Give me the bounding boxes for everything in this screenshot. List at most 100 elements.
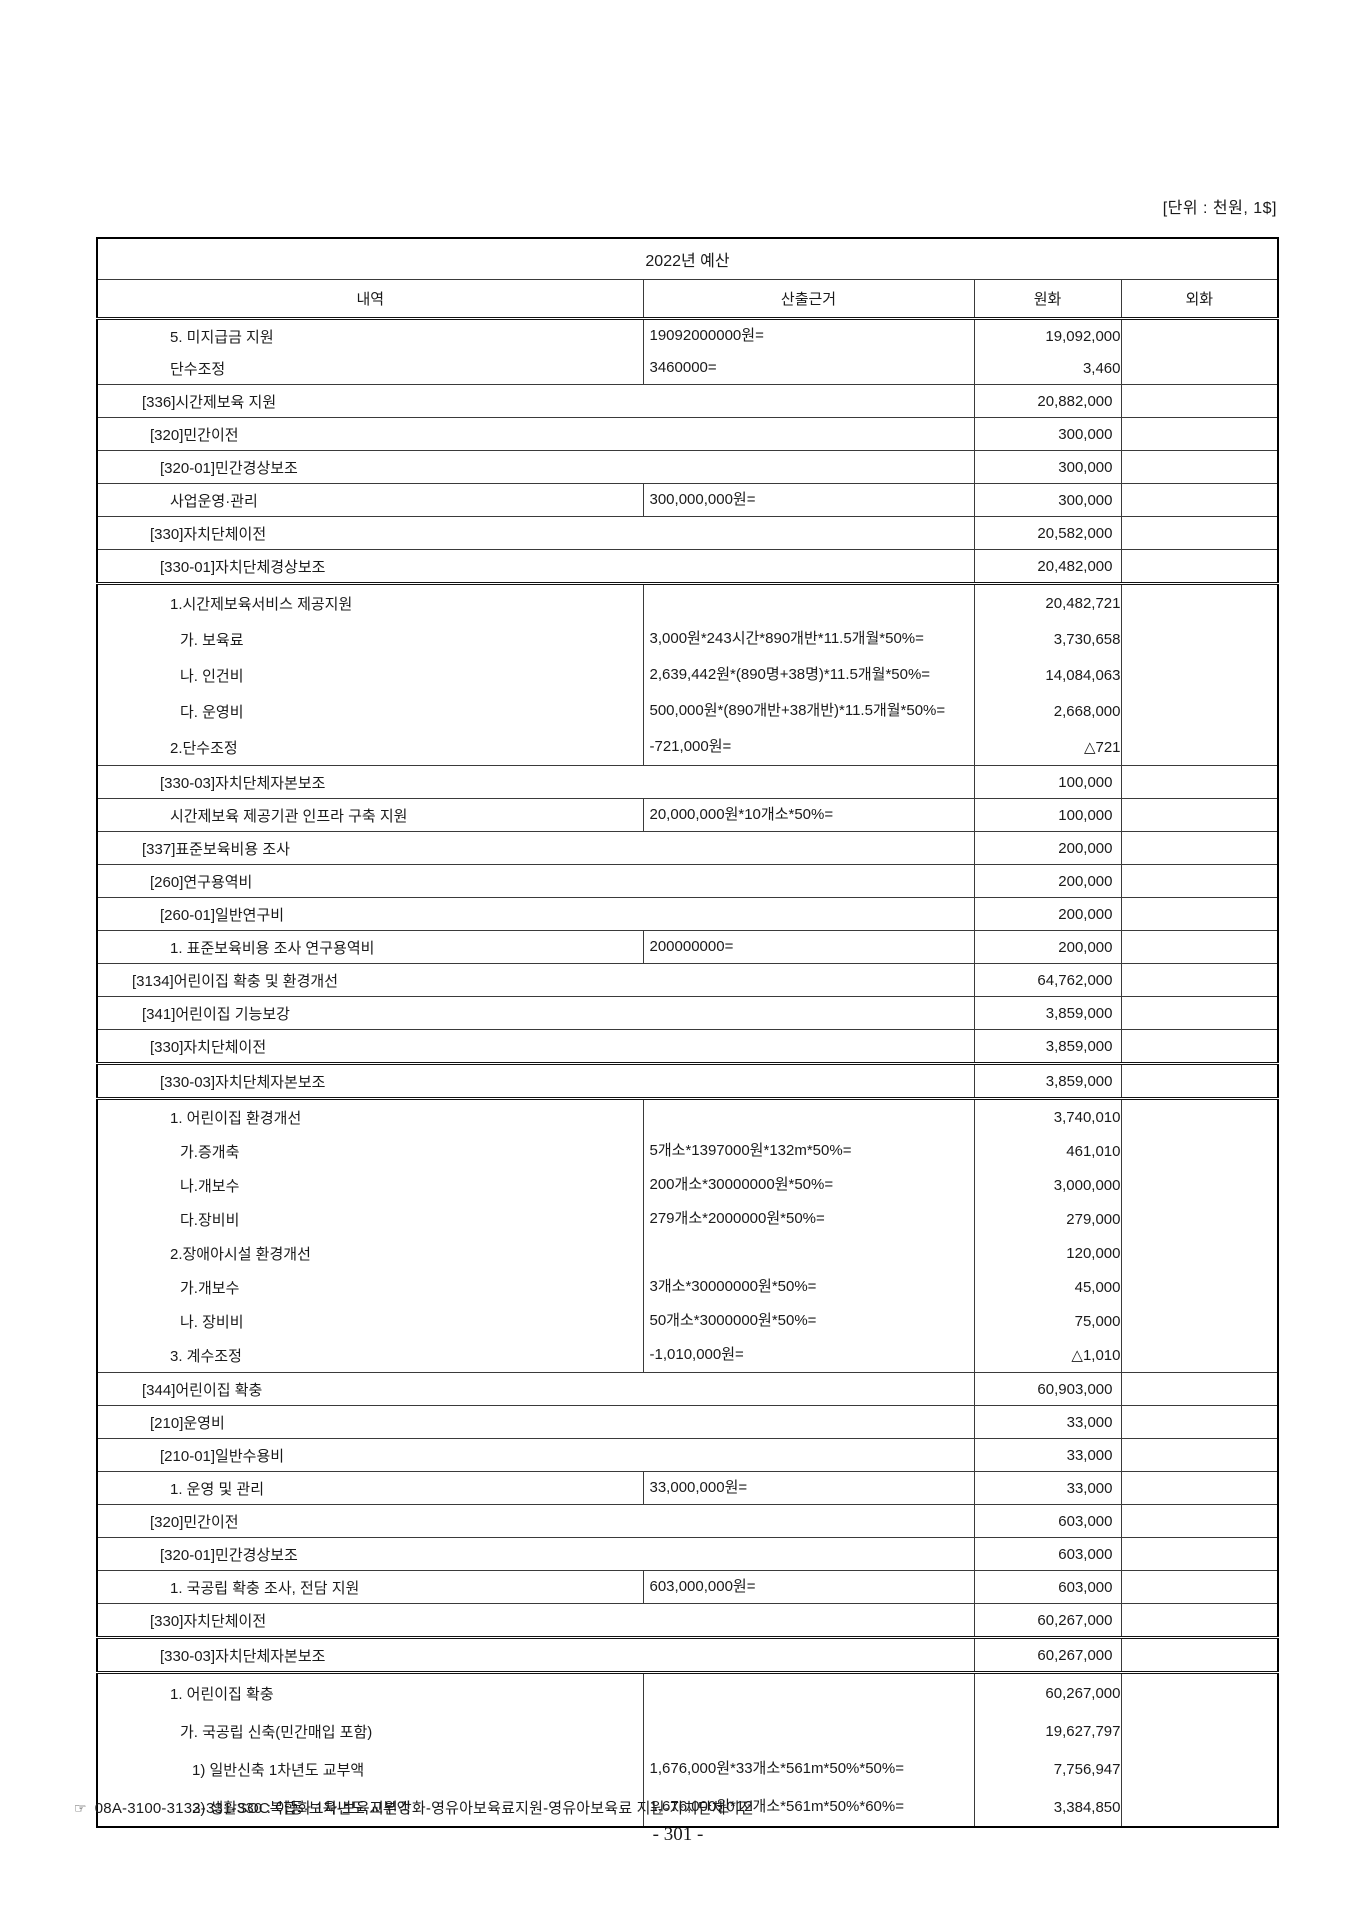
detail-cell: [330-03]자치단체자본보조 [96, 1636, 975, 1673]
table-row: [320]민간이전 603,000 [96, 1504, 1279, 1538]
item-label: 가. 보육료 [180, 631, 244, 649]
col-header-detail: 내역 [96, 279, 644, 320]
calc-basis-cell: 5개소*1397000원*132m*50%= 200개소*30000000원*50… [642, 1097, 975, 1373]
col-header-foreign-currency: 외화 [1120, 279, 1279, 320]
pointing-hand-icon: ☞ [74, 1800, 87, 1816]
calc-basis-cell: 33,000,000원= [642, 1471, 975, 1505]
item-label: 가.개보수 [180, 1279, 240, 1297]
table-row: [330]자치단체이전 3,859,000 [96, 1029, 1279, 1064]
krw-cell: 20,882,000 [973, 384, 1122, 418]
foreign-currency-cell [1120, 483, 1279, 517]
krw-amount: 19,092,000 [1045, 327, 1121, 345]
detail-cell: [330]자치단체이전 [96, 1603, 975, 1638]
calc-basis-cell: 20,000,000원*10개소*50%= [642, 798, 975, 832]
krw-cell: 3,740,010 461,010 3,000,000 279,000 120,000 4… [973, 1097, 1122, 1373]
calc-basis: 300,000,000원= [649, 491, 756, 509]
item-label: 나. 인건비 [180, 667, 244, 685]
krw-amount: 300,000 [1058, 425, 1113, 443]
table-row: [330-03]자치단체자본보조 100,000 [96, 765, 1279, 799]
item-label: [320-01]민간경상보조 [160, 1546, 298, 1564]
table-header-row: 내역 산출근거 원화 외화 [96, 279, 1279, 320]
krw-cell: 60,267,000 [973, 1636, 1122, 1673]
foreign-currency-cell [1120, 963, 1279, 997]
calc-basis: 50개소*3000000원*50%= [649, 1312, 817, 1330]
item-label: 가.증개축 [180, 1143, 240, 1161]
table-row: [344]어린이집 확충 60,903,000 [96, 1372, 1279, 1406]
krw-amount: △1,010 [1071, 1347, 1121, 1364]
foreign-currency-cell [1120, 582, 1279, 766]
table-row: [330]자치단체이전 60,267,000 [96, 1603, 1279, 1638]
item-label: 3. 계수조정 [170, 1347, 242, 1365]
krw-lines: 20,482,721 3,730,658 14,084,063 2,668,000 △7… [975, 587, 1121, 765]
calc-basis [644, 587, 973, 622]
unit-label: [단위 : 천원, 1$] [1162, 200, 1277, 217]
detail-cell: [320-01]민간경상보조 [96, 1537, 975, 1571]
krw-lines: 3,740,010 461,010 3,000,000 279,000 120,000 4… [975, 1102, 1121, 1372]
item-label: 나. 장비비 [180, 1313, 244, 1331]
table-row: 1. 어린이집 환경개선 가.증개축 나.개보수 다.장비비 2.장애아시설 환경개선 가… [96, 1097, 1279, 1373]
item-label: [320]민간이전 [150, 426, 239, 444]
krw-amount: 60,903,000 [1037, 1380, 1113, 1398]
calc-basis: 200개소*30000000원*50%= [649, 1176, 834, 1194]
krw-cell: 33,000 [973, 1405, 1122, 1439]
detail-lines: 1. 어린이집 확충 가. 국공립 신축(민간매입 포함) 1) 일반신축 1차년도… [98, 1675, 642, 1826]
krw-amount: 2,668,000 [1053, 702, 1121, 720]
item-label: [330-01]자치단체경상보조 [160, 558, 326, 576]
krw-amount: 3,384,850 [1053, 1798, 1121, 1816]
footnote: ☞ 08A-3100-3133-331-330 : 아동·보육-보육지원강화-영유… [74, 1797, 754, 1818]
krw-amount: 100,000 [1058, 806, 1113, 824]
foreign-currency-cell [1120, 864, 1279, 898]
krw-amount: 603,000 [1058, 1512, 1113, 1530]
detail-cell: 시간제보육 제공기관 인프라 구축 지원 [96, 798, 644, 832]
calc-basis-cell: 603,000,000원= [642, 1570, 975, 1604]
krw-amount: 100,000 [1058, 773, 1113, 791]
foreign-currency-cell [1120, 384, 1279, 418]
detail-lines: 1.시간제보육서비스 제공지원 가. 보육료 나. 인건비 다. 운영비 2.단수조정 [98, 587, 642, 765]
detail-cell: [330]자치단체이전 [96, 516, 975, 550]
item-label: 2) 생활SOC복합화 1차년도 교부액 [192, 1799, 411, 1817]
detail-cell: [330]자치단체이전 [96, 1029, 975, 1064]
item-label: [336]시간제보육 지원 [142, 393, 277, 411]
calc-basis [644, 1236, 973, 1270]
krw-cell: 33,000 [973, 1471, 1122, 1505]
calc-basis-cell: 200000000= [642, 930, 975, 964]
calc-basis: 1,676,000원*12개소*561m*50%*60%= [649, 1798, 905, 1816]
table-row: 1.시간제보육서비스 제공지원 가. 보육료 나. 인건비 다. 운영비 2.단수조정 3… [96, 582, 1279, 766]
krw-cell: 3,859,000 [973, 1029, 1122, 1064]
table-row: [330-03]자치단체자본보조 3,859,000 [96, 1062, 1279, 1099]
calc-basis: 3460000= [649, 359, 717, 377]
detail-cell: [320]민간이전 [96, 1504, 975, 1538]
detail-cell: [330-03]자치단체자본보조 [96, 765, 975, 799]
item-label: 다.장비비 [180, 1211, 240, 1229]
foreign-currency-cell [1120, 765, 1279, 799]
krw-amount: 33,000 [1066, 1446, 1113, 1464]
krw-cell: 200,000 [973, 831, 1122, 865]
item-label: 5. 미지급금 지원 [170, 328, 274, 346]
foreign-currency-cell [1120, 831, 1279, 865]
calc-basis [644, 1675, 973, 1712]
calc-lines: 19092000000원= 3460000= [644, 320, 973, 384]
foreign-currency-cell [1120, 1471, 1279, 1505]
item-label: [320]민간이전 [150, 1513, 239, 1531]
detail-cell: [320]민간이전 [96, 417, 975, 451]
krw-cell: 3,859,000 [973, 1062, 1122, 1099]
calc-basis: 33,000,000원= [649, 1479, 748, 1497]
krw-amount: 3,740,010 [1053, 1108, 1121, 1126]
calc-basis: -721,000원= [649, 738, 732, 756]
table-row: [3134]어린이집 확충 및 환경개선 64,762,000 [96, 963, 1279, 997]
detail-cell: [210-01]일반수용비 [96, 1438, 975, 1472]
detail-cell: 5. 미지급금 지원 단수조정 [96, 318, 644, 385]
item-label: 1.시간제보육서비스 제공지원 [170, 595, 353, 613]
krw-amount: 200,000 [1058, 872, 1113, 890]
calc-basis: 500,000원*(890개반+38개반)*11.5개월*50%= [649, 702, 946, 720]
krw-amount: 603,000 [1058, 1578, 1113, 1596]
footnote-text: 08A-3100-3133-331-330 : 아동·보육-보육지원강화-영유아… [94, 1800, 754, 1817]
krw-amount: 64,762,000 [1037, 971, 1113, 989]
item-label: [330]자치단체이전 [150, 525, 267, 543]
table-row: [330-01]자치단체경상보조 20,482,000 [96, 549, 1279, 584]
foreign-currency-cell [1120, 996, 1279, 1030]
krw-cell: 603,000 [973, 1537, 1122, 1571]
calc-basis: 5개소*1397000원*132m*50%= [649, 1142, 852, 1160]
foreign-currency-cell [1120, 1603, 1279, 1638]
calc-basis-cell: 19092000000원= 3460000= [642, 318, 975, 385]
